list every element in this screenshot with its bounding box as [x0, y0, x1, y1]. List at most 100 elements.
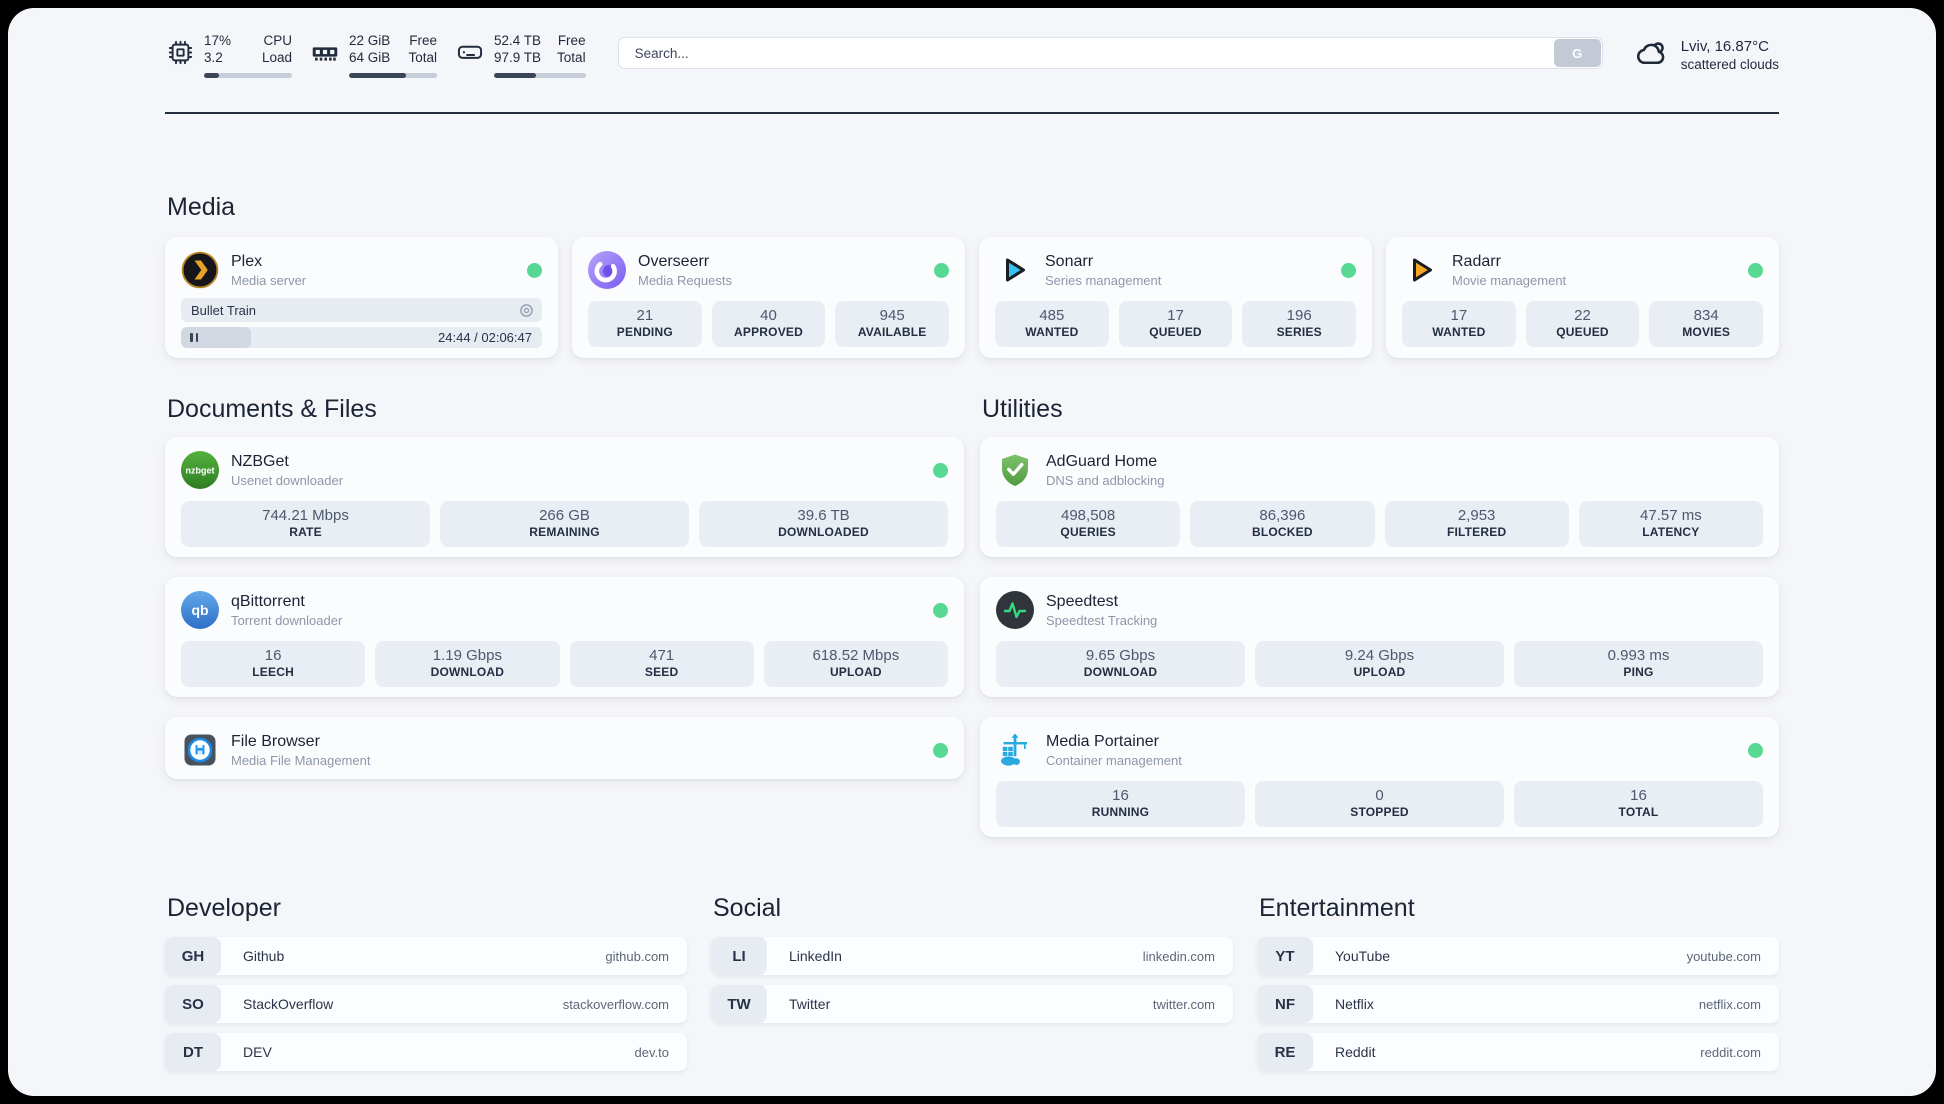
overseerr-stat-pending: 21 PENDING	[588, 301, 702, 347]
sonarr-stat-series: 196 SERIES	[1242, 301, 1357, 347]
app-description: DNS and adblocking	[1046, 472, 1165, 488]
session-target-icon[interactable]	[519, 303, 534, 318]
memory-widget: 22 GiB 64 GiB Free Total	[310, 33, 437, 78]
memory-progress-bar	[349, 73, 437, 78]
link-badge: DT	[165, 1033, 221, 1071]
sonarr-stat-queued: 17 QUEUED	[1118, 301, 1233, 347]
radarr-icon	[1402, 251, 1440, 289]
speedtest-stat-upload: 9.24 Gbps UPLOAD	[1255, 641, 1504, 687]
dashboard-page: 17% 3.2 CPU Load	[8, 8, 1936, 1096]
radarr-card[interactable]: Radarr Movie management 17 WANTED 22 QUE…	[1386, 237, 1779, 358]
qbittorrent-stat-upload: 618.52 Mbps UPLOAD	[763, 641, 948, 687]
sonarr-icon	[995, 251, 1033, 289]
social-column: Social LI LinkedIn linkedin.com TW Twitt…	[711, 893, 1233, 1071]
pause-icon	[190, 333, 198, 342]
app-description: Torrent downloader	[231, 612, 343, 628]
cpu-chip-icon	[165, 37, 195, 67]
qbittorrent-icon: qb	[181, 591, 219, 629]
svg-text:qb: qb	[191, 602, 208, 618]
link-badge: TW	[711, 985, 767, 1023]
search-engine-button[interactable]: G	[1553, 39, 1601, 67]
nzbget-stat-downloaded: 39.6 TB DOWNLOADED	[699, 501, 948, 547]
sonarr-card[interactable]: Sonarr Series management 485 WANTED 17 Q…	[979, 237, 1372, 358]
link-youtube[interactable]: YT YouTube youtube.com	[1257, 937, 1779, 975]
nzbget-stat-rate: 744.21 Mbps RATE	[181, 501, 430, 547]
weather-condition: scattered clouds	[1680, 57, 1779, 72]
media-section-title: Media	[167, 193, 236, 221]
search-input[interactable]	[617, 37, 1603, 69]
app-name: Overseerr	[638, 252, 710, 270]
search-bar: G	[617, 37, 1603, 69]
radarr-stat-movies: 834 MOVIES	[1649, 301, 1764, 347]
app-name: Sonarr	[1045, 252, 1094, 270]
app-name: NZBGet	[231, 452, 289, 470]
app-description: Movie management	[1452, 272, 1567, 288]
media-grid: Plex Media server Bullet Train 24:44 / 0…	[165, 237, 1779, 358]
qbittorrent-stat-download: 1.19 Gbps DOWNLOAD	[375, 641, 560, 687]
speedtest-stat-download: 9.65 Gbps DOWNLOAD	[996, 641, 1245, 687]
app-description: Media File Management	[231, 752, 371, 768]
nzbget-card[interactable]: nzbget NZBGet Usenet downloader 744.21 M…	[165, 437, 964, 557]
app-name: Media Portainer	[1046, 732, 1159, 750]
app-description: Media server	[231, 272, 307, 288]
portainer-crane-icon	[996, 731, 1034, 769]
qbittorrent-card[interactable]: qb qBittorrent Torrent downloader 16 LEE…	[165, 577, 964, 697]
hard-drive-icon	[455, 37, 485, 67]
speedtest-stat-ping: 0.993 ms PING	[1514, 641, 1763, 687]
link-netflix[interactable]: NF Netflix netflix.com	[1257, 985, 1779, 1023]
nzbget-icon: nzbget	[181, 451, 219, 489]
qbittorrent-stat-leech: 16 LEECH	[181, 641, 366, 687]
link-github[interactable]: GH Github github.com	[165, 937, 687, 975]
filebrowser-card[interactable]: File Browser Media File Management	[165, 717, 964, 779]
entertainment-column: Entertainment YT YouTube youtube.com NF …	[1257, 893, 1779, 1071]
playback-time: 24:44 / 02:06:47	[438, 330, 532, 345]
app-description: Speedtest Tracking	[1046, 612, 1158, 628]
documents-column: Documents & Files nzbget NZBGet	[165, 394, 964, 837]
portainer-stat-running: 16 RUNNING	[996, 781, 1245, 827]
portainer-card[interactable]: Media Portainer Container management 16 …	[980, 717, 1779, 837]
cpu-load-value: 3.2	[204, 49, 223, 65]
disk-label-1: Free	[557, 33, 586, 48]
adguard-card[interactable]: AdGuard Home DNS and adblocking 498,508 …	[980, 437, 1779, 557]
status-online-dot	[933, 462, 948, 478]
app-description: Usenet downloader	[231, 472, 344, 488]
nzbget-stat-remaining: 266 GB REMAINING	[440, 501, 689, 547]
app-name: Speedtest	[1046, 592, 1119, 610]
adguard-stat-blocked: 86,396 BLOCKED	[1190, 501, 1375, 547]
link-twitter[interactable]: TW Twitter twitter.com	[711, 985, 1233, 1023]
link-badge: SO	[165, 985, 221, 1023]
link-stackoverflow[interactable]: SO StackOverflow stackoverflow.com	[165, 985, 687, 1023]
cpu-label-1: CPU	[263, 33, 292, 48]
overseerr-stat-approved: 40 APPROVED	[711, 301, 826, 347]
status-online-dot	[1748, 262, 1763, 278]
link-reddit[interactable]: RE Reddit reddit.com	[1257, 1033, 1779, 1071]
link-badge: GH	[165, 937, 221, 975]
cpu-label-2: Load	[261, 49, 292, 65]
link-dev[interactable]: DT DEV dev.to	[165, 1033, 687, 1071]
link-linkedin[interactable]: LI LinkedIn linkedin.com	[711, 937, 1233, 975]
link-badge: LI	[711, 937, 767, 975]
adguard-shield-icon	[996, 451, 1034, 489]
weather-location-temp: Lviv, 16.87°C	[1680, 38, 1769, 55]
portainer-stat-stopped: 0 STOPPED	[1255, 781, 1504, 827]
speedtest-card[interactable]: Speedtest Speedtest Tracking 9.65 Gbps D…	[980, 577, 1779, 697]
app-name: Radarr	[1452, 252, 1501, 270]
memory-label-2: Total	[408, 49, 437, 65]
status-online-dot	[527, 262, 542, 278]
top-bar: 17% 3.2 CPU Load	[165, 33, 1779, 89]
disk-label-2: Total	[557, 49, 586, 65]
weather-widget: Lviv, 16.87°C scattered clouds	[1633, 35, 1779, 76]
developer-column: Developer GH Github github.com SO StackO…	[165, 893, 687, 1071]
disk-free: 52.4 TB	[494, 33, 542, 48]
status-online-dot	[933, 742, 948, 758]
speedtest-pulse-icon	[996, 591, 1034, 629]
svg-text:nzbget: nzbget	[186, 466, 215, 476]
playback-progress-bar: 24:44 / 02:06:47	[181, 327, 542, 348]
link-badge: YT	[1257, 937, 1313, 975]
cpu-progress-bar	[204, 73, 292, 78]
overseerr-card[interactable]: Overseerr Media Requests 21 PENDING 40 A…	[572, 237, 965, 358]
plex-card[interactable]: Plex Media server Bullet Train 24:44 / 0…	[165, 237, 558, 358]
app-name: File Browser	[231, 732, 320, 750]
now-playing-row: Bullet Train	[181, 298, 542, 322]
